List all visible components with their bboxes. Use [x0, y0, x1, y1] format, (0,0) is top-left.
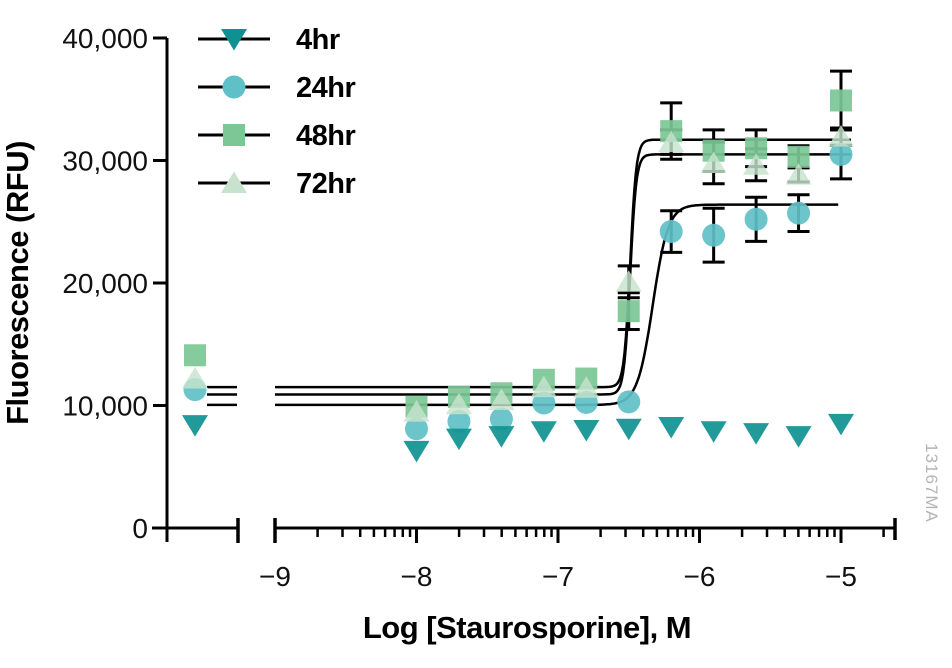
marker-24hr-point-1	[405, 417, 428, 441]
series-48hr	[184, 89, 852, 418]
marker-72hr-point-6	[615, 270, 642, 292]
marker-4hr-point-6	[615, 418, 642, 441]
marker-4hr-point-10	[785, 426, 812, 448]
fit-curve-24hr	[275, 203, 839, 407]
legend-marker-4hr	[221, 29, 247, 51]
marker-48hr-point-6	[617, 300, 640, 323]
y-tick-label-30000: 30,000	[62, 146, 148, 177]
marker-48hr-point-11	[830, 89, 852, 112]
marker-24hr-point-9	[744, 207, 768, 231]
legend	[198, 29, 270, 193]
marker-72hr-point-3	[488, 388, 515, 410]
marker-48hr-point-8	[702, 139, 725, 162]
marker-4hr-point-3	[488, 426, 515, 448]
marker-24hr-point-6	[617, 390, 641, 414]
fit-curve-48hr	[275, 138, 851, 389]
marker-4hr-point-4	[530, 421, 557, 443]
legend-label-72hr: 72hr	[296, 168, 355, 200]
marker-4hr-point-1	[403, 440, 430, 463]
legend-marker-72hr	[221, 171, 247, 193]
series-4hr	[182, 413, 854, 463]
y-tick-label-0: 0	[132, 513, 148, 544]
axes	[152, 36, 897, 543]
marker-72hr-point-5	[573, 376, 600, 398]
legend-marker-48hr	[223, 124, 245, 146]
marker-72hr-point-10	[785, 163, 812, 185]
marker-48hr-point-0	[184, 344, 206, 367]
marker-72hr-point-8	[700, 151, 727, 173]
marker-72hr-point-11	[828, 125, 854, 147]
marker-24hr-point-7	[659, 220, 683, 244]
x-tick-label--9: −9	[259, 561, 291, 592]
marker-24hr-point-10	[787, 201, 811, 225]
marker-4hr-point-11	[828, 413, 854, 436]
fit-curve-72hr	[275, 153, 851, 396]
marker-4hr-point-0	[182, 415, 208, 437]
y-tick-label-10000: 10,000	[62, 391, 148, 422]
y-tick-label-20000: 20,000	[62, 268, 148, 299]
x-tick-label--6: −6	[684, 561, 716, 592]
x-axis-title: Log [Staurosporine], M	[363, 610, 691, 645]
marker-72hr-point-0	[182, 367, 208, 389]
marker-72hr-point-4	[530, 375, 557, 398]
marker-4hr-point-5	[573, 420, 600, 442]
marker-4hr-point-2	[445, 428, 472, 451]
marker-24hr-point-4	[532, 391, 556, 415]
marker-48hr-point-9	[745, 137, 768, 160]
x-tick-label--7: −7	[542, 561, 574, 592]
y-axis-title: Fluorescence (RFU)	[0, 141, 35, 425]
y-tick-label-40000: 40,000	[62, 23, 148, 54]
marker-24hr-point-11	[829, 142, 853, 166]
marker-4hr-point-9	[743, 423, 770, 445]
marker-24hr-point-2	[447, 409, 471, 433]
legend-label-48hr: 48hr	[296, 120, 355, 152]
marker-48hr-point-10	[787, 145, 810, 168]
marker-72hr-point-9	[743, 153, 770, 175]
marker-4hr-point-7	[658, 416, 685, 439]
series-24hr	[183, 142, 853, 441]
marker-4hr-point-8	[700, 421, 727, 443]
marker-72hr-point-2	[445, 392, 472, 415]
x-tick-label--8: −8	[401, 561, 433, 592]
legend-label-24hr: 24hr	[296, 72, 355, 104]
data-points	[182, 89, 854, 463]
x-tick-label--5: −5	[825, 561, 857, 592]
series-72hr	[182, 125, 854, 422]
legend-label-4hr: 4hr	[296, 24, 340, 56]
marker-24hr-point-3	[489, 407, 513, 431]
error-bars	[617, 69, 852, 332]
watermark-text: 13167MA	[922, 443, 941, 523]
legend-marker-24hr	[222, 75, 246, 99]
marker-72hr-point-1	[403, 400, 430, 422]
marker-72hr-point-7	[658, 130, 685, 153]
marker-24hr-point-8	[702, 223, 726, 247]
